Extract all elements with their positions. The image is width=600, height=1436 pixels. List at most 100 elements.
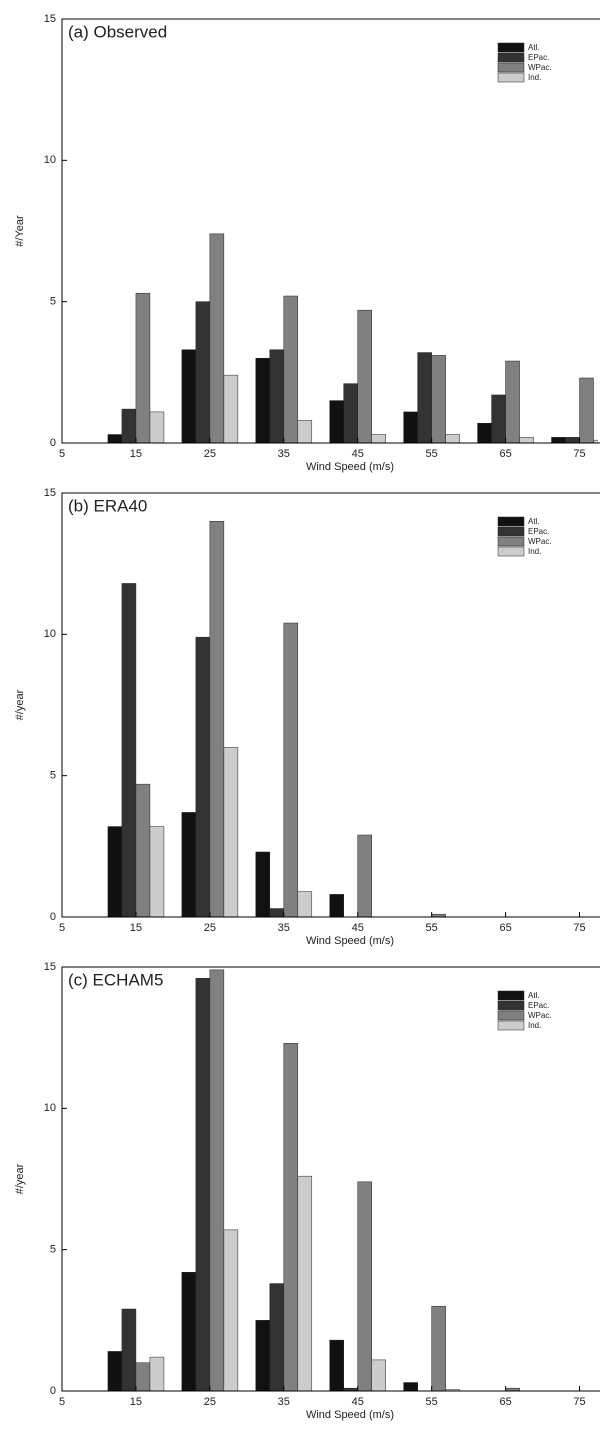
bar — [107, 826, 123, 917]
bar — [195, 978, 211, 1391]
bar — [149, 1356, 165, 1391]
legend-swatch — [497, 72, 525, 83]
legend-swatch — [497, 42, 525, 53]
bar — [149, 411, 165, 443]
bar — [107, 434, 123, 443]
plot-area — [107, 969, 520, 1391]
y-axis-label: #/Year — [14, 215, 26, 247]
x-axis-label: Wind Speed (m/s) — [306, 461, 394, 473]
bar — [357, 1181, 372, 1391]
y-tick-label: 5 — [50, 296, 56, 308]
chart-title: (b) ERA40 — [68, 496, 147, 515]
legend-label: WPac. — [528, 537, 552, 546]
bar — [357, 309, 372, 443]
bar — [593, 439, 598, 443]
legend-swatch — [497, 1000, 525, 1011]
x-tick-label: 75 — [573, 1396, 585, 1408]
bar — [445, 434, 460, 443]
x-tick-label: 55 — [426, 448, 438, 460]
bar — [121, 583, 137, 917]
x-tick-label: 35 — [278, 1396, 290, 1408]
axes-frame — [61, 492, 600, 918]
legend-label: Ind. — [528, 73, 541, 82]
bar — [223, 1229, 239, 1391]
legend-swatch — [497, 1020, 525, 1031]
x-tick-label: 5 — [59, 922, 65, 934]
bar — [195, 636, 211, 917]
x-tick-label: 35 — [278, 922, 290, 934]
bar — [403, 411, 418, 443]
x-tick-label: 5 — [59, 1396, 65, 1408]
legend-label: WPac. — [528, 63, 552, 72]
y-tick-label: 0 — [50, 1385, 56, 1397]
bar — [329, 1339, 344, 1391]
x-tick-label: 15 — [130, 1396, 142, 1408]
x-tick-label: 75 — [573, 448, 585, 460]
bar — [195, 301, 211, 443]
legend-swatch — [497, 52, 525, 63]
x-tick-label: 35 — [278, 448, 290, 460]
bar — [297, 420, 313, 443]
x-axis-label: Wind Speed (m/s) — [306, 1409, 394, 1421]
legend-label: EPac. — [528, 527, 549, 536]
x-tick-label: 15 — [130, 922, 142, 934]
y-tick-label: 15 — [44, 13, 56, 25]
legend-label: EPac. — [528, 1001, 549, 1010]
chart-title: (c) ECHAM5 — [68, 970, 163, 989]
x-tick-label: 25 — [204, 922, 216, 934]
bar — [551, 437, 566, 443]
y-axis-label: #/year — [14, 689, 26, 720]
bar — [329, 400, 344, 443]
chart-title: (a) Observed — [68, 22, 167, 41]
bar — [135, 292, 151, 443]
bar — [477, 422, 492, 443]
x-tick-label: 65 — [499, 448, 511, 460]
legend-label: Atl. — [528, 991, 540, 1000]
x-tick-label: 65 — [499, 922, 511, 934]
bar — [445, 1389, 460, 1391]
x-tick-label: 5 — [59, 448, 65, 460]
x-tick-label: 45 — [352, 922, 364, 934]
legend-swatch — [497, 526, 525, 537]
y-tick-label: 15 — [44, 961, 56, 973]
legend-label: Ind. — [528, 547, 541, 556]
legend-swatch — [497, 62, 525, 73]
x-axis-label: Wind Speed (m/s) — [306, 935, 394, 947]
bar — [181, 1272, 197, 1391]
y-tick-label: 5 — [50, 1244, 56, 1256]
bar — [209, 521, 225, 917]
plot-area — [107, 233, 598, 443]
bar — [107, 1351, 123, 1391]
x-tick-label: 15 — [130, 448, 142, 460]
legend-swatch — [497, 1010, 525, 1021]
legend-label: EPac. — [528, 53, 549, 62]
bar — [121, 408, 137, 443]
bar — [505, 360, 520, 443]
bar — [297, 1175, 313, 1391]
bar — [135, 783, 151, 917]
bar — [223, 747, 239, 917]
bar — [255, 357, 271, 443]
bar — [181, 812, 197, 917]
x-tick-label: 25 — [204, 1396, 216, 1408]
legend-label: Atl. — [528, 517, 540, 526]
y-tick-label: 0 — [50, 911, 56, 923]
x-tick-label: 45 — [352, 448, 364, 460]
bar — [343, 383, 358, 443]
bar — [149, 826, 165, 917]
bar — [121, 1308, 137, 1391]
legend-label: Ind. — [528, 1021, 541, 1030]
bar — [565, 437, 580, 443]
bar — [579, 377, 594, 443]
bar — [519, 437, 534, 443]
bar — [135, 1362, 151, 1391]
bar — [209, 233, 225, 443]
legend-swatch — [497, 546, 525, 557]
x-tick-label: 65 — [499, 1396, 511, 1408]
x-tick-label: 55 — [426, 1396, 438, 1408]
x-tick-label: 55 — [426, 922, 438, 934]
axes-frame — [61, 18, 600, 444]
bar — [357, 834, 372, 917]
legend-swatch — [497, 516, 525, 527]
